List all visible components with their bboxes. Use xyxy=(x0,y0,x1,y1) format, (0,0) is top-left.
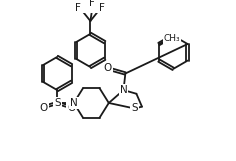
Text: O: O xyxy=(104,63,112,73)
Text: F: F xyxy=(99,3,105,13)
Text: N: N xyxy=(70,98,78,108)
Text: O: O xyxy=(67,103,75,113)
Text: F: F xyxy=(76,3,81,13)
Text: S: S xyxy=(54,98,60,108)
Text: S: S xyxy=(131,104,138,114)
Text: O: O xyxy=(39,103,47,113)
Text: CH₃: CH₃ xyxy=(164,34,180,43)
Text: F: F xyxy=(89,0,95,9)
Text: N: N xyxy=(120,85,127,95)
